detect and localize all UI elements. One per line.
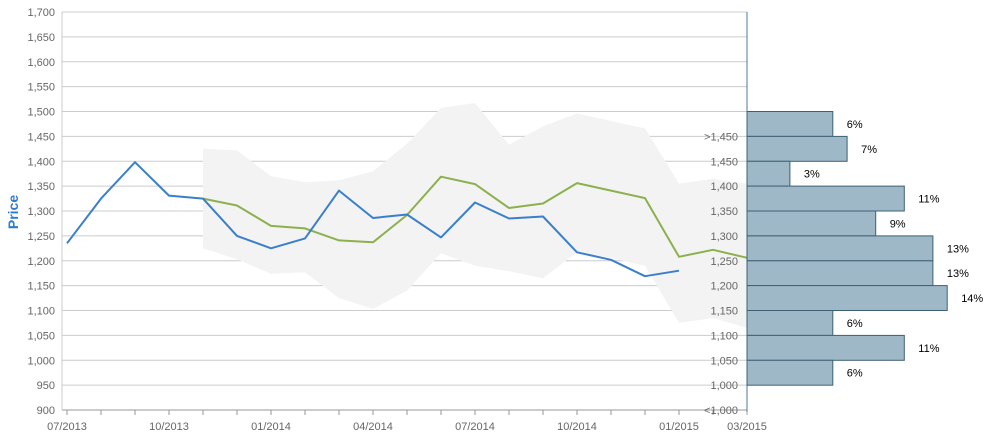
y-tick-label: 1,150 — [27, 281, 55, 293]
histogram-percent-label: 7% — [861, 144, 877, 156]
histogram-bin-label: 1,350 — [710, 206, 738, 218]
histogram-bar — [746, 260, 934, 287]
y-tick-label: 1,500 — [27, 107, 55, 119]
histogram-percent-label: 3% — [804, 169, 820, 181]
histogram-percent-label: 11% — [918, 343, 939, 355]
histogram-percent-label: 13% — [947, 243, 969, 255]
y-tick-label: 1,250 — [27, 231, 55, 243]
histogram-percent-label: 14% — [961, 293, 983, 305]
histogram-bin-label: 1,100 — [710, 330, 738, 342]
y-tick-label: 1,650 — [27, 32, 55, 44]
x-tick-label: 01/2015 — [659, 421, 699, 433]
histogram-bar — [746, 135, 848, 162]
confidence-band — [203, 103, 747, 328]
histogram-percent-label: 6% — [847, 368, 863, 380]
histogram-bin-label: >1,450 — [704, 131, 738, 143]
x-tick-label: 03/2015 — [727, 421, 767, 433]
histogram-percent-label: 11% — [918, 194, 939, 206]
histogram-bin-label: <1,000 — [704, 405, 738, 417]
histogram-bin-label: 1,450 — [710, 156, 738, 168]
y-tick-label: 1,350 — [27, 181, 55, 193]
histogram-bin-label: 1,050 — [710, 355, 738, 367]
histogram-bin-label: 1,400 — [710, 181, 738, 193]
histogram-bar — [746, 111, 834, 137]
y-axis-label: Price — [5, 195, 21, 229]
histogram-percent-label: 9% — [890, 218, 906, 230]
histogram-bar — [746, 235, 934, 262]
y-tick-label: 1,200 — [27, 256, 55, 268]
y-tick-label: 1,300 — [27, 206, 55, 218]
y-tick-label: 900 — [37, 405, 55, 417]
x-tick-label: 07/2013 — [47, 421, 87, 433]
histogram-percent-label: 6% — [847, 119, 863, 131]
histogram-bin-label: 1,150 — [710, 306, 738, 318]
y-tick-label: 950 — [37, 380, 55, 392]
actual-price-line — [66, 161, 680, 278]
histogram-bin-label: 1,300 — [710, 231, 738, 243]
histogram-bar — [746, 285, 948, 312]
histogram-bar — [746, 185, 905, 212]
y-tick-label: 1,550 — [27, 82, 55, 94]
x-tick-label: 04/2014 — [353, 421, 393, 433]
series-lines — [66, 161, 748, 278]
y-tick-label: 1,450 — [27, 131, 55, 143]
x-tick-label: 07/2014 — [455, 421, 495, 433]
histogram-bar — [746, 160, 791, 187]
y-tick-label: 1,050 — [27, 330, 55, 342]
y-tick-label: 1,700 — [27, 7, 55, 19]
forecast-band-area — [203, 103, 747, 328]
histogram-bar — [746, 359, 834, 386]
histogram-percent-label: 13% — [947, 268, 969, 280]
y-tick-label: 1,600 — [27, 57, 55, 69]
forecast-price-line — [202, 175, 748, 259]
histogram-bar — [746, 310, 834, 336]
histogram-bin-label: 1,200 — [710, 281, 738, 293]
axes: 900 950 1,000 1,050 1,100 1,150 1,200 1,250 1,30… — [27, 7, 766, 433]
histogram-bin-label: 1,000 — [710, 380, 738, 392]
y-tick-label: 1,100 — [27, 306, 55, 318]
x-tick-label: 10/2013 — [149, 421, 189, 433]
x-tick-label: 01/2014 — [251, 421, 291, 433]
distribution-histogram: >1,450 6% 1,450 7% 1,400 3% 1,350 11% 1,300 9% 1,2… — [704, 111, 983, 417]
histogram-percent-label: 6% — [847, 318, 863, 330]
y-tick-label: 1,000 — [27, 355, 55, 367]
histogram-bar — [746, 210, 877, 237]
histogram-bin-label: 1,250 — [710, 256, 738, 268]
y-tick-label: 1,400 — [27, 156, 55, 168]
x-tick-label: 10/2014 — [557, 421, 597, 433]
histogram-bar — [746, 334, 905, 361]
